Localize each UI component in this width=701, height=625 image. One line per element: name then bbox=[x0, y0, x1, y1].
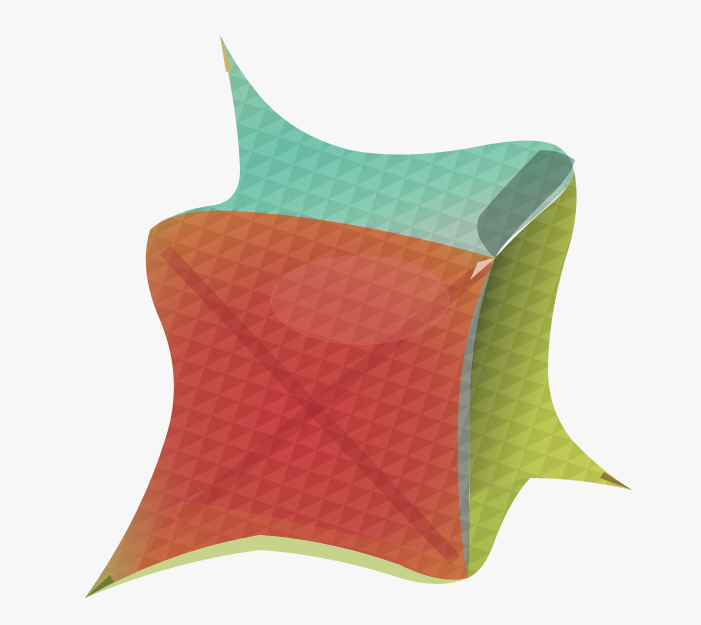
front-face bbox=[85, 207, 495, 598]
top-face bbox=[150, 35, 575, 258]
spike-tips bbox=[85, 35, 632, 598]
